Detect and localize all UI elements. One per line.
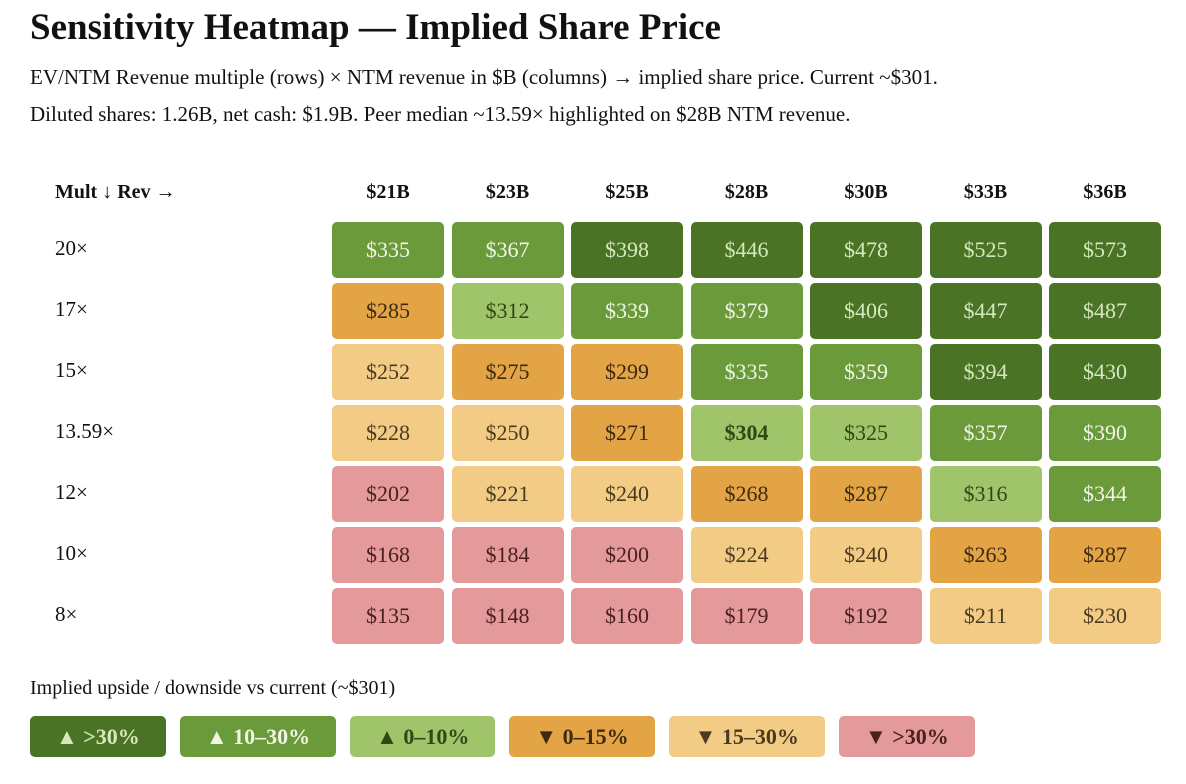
row-header: 13.59×	[55, 419, 115, 443]
heatmap-cell: $357	[929, 405, 1042, 461]
heatmap-cell: $271	[571, 405, 683, 461]
column-header: $25B	[605, 181, 649, 203]
title: Sensitivity Heatmap — Implied Share Pric…	[30, 7, 721, 48]
subtitle-line: EV/NTM Revenue multiple (rows) × NTM rev…	[30, 65, 938, 89]
legend-chip: ▲ 0–10%	[350, 716, 496, 757]
heatmap-cell: $179	[690, 588, 803, 644]
heatmap-cell: $430	[1049, 344, 1161, 400]
heatmap-cell: $240	[810, 527, 922, 583]
legend-chip: ▼ 15–30%	[668, 716, 825, 757]
heatmap-cell: $168	[332, 527, 444, 583]
heatmap-cell: $325	[810, 405, 922, 461]
column-header: $30B	[844, 181, 888, 203]
legend-chip: ▼ >30%	[838, 716, 975, 757]
heatmap-cell: $240	[571, 466, 683, 522]
heatmap-cell: $160	[571, 588, 683, 644]
legend-chip: ▲ 10–30%	[179, 716, 337, 757]
heatmap-cell: $211	[929, 588, 1042, 644]
heatmap-cell: $230	[1049, 588, 1161, 644]
column-header: $23B	[485, 181, 530, 203]
heatmap-cell: $367	[451, 222, 564, 278]
column-header: $33B	[963, 181, 1008, 203]
heatmap-cell: $250	[451, 405, 564, 461]
heatmap-cell: $316	[929, 466, 1042, 522]
heatmap-cell: $304	[690, 405, 803, 461]
heatmap-cell: $398	[571, 222, 683, 278]
row-header: 8×	[55, 602, 78, 626]
heatmap-cell: $379	[690, 283, 803, 339]
heatmap-cell: $335	[690, 344, 803, 400]
heatmap-cell: $390	[1049, 405, 1161, 461]
heatmap-cell: $406	[810, 283, 922, 339]
row-header: 20×	[55, 236, 88, 260]
heatmap-cell: $573	[1049, 222, 1161, 278]
row-header: 17×	[55, 297, 88, 321]
heatmap-cell: $252	[332, 344, 444, 400]
row-header: 10×	[55, 541, 88, 565]
heatmap-cell: $200	[571, 527, 683, 583]
corner-header: Mult ↓ Rev →	[55, 181, 176, 203]
heatmap-cell: $312	[451, 283, 564, 339]
heatmap-cell: $447	[929, 283, 1042, 339]
heatmap-cell: $224	[690, 527, 803, 583]
legend-chip: ▼ 0–15%	[509, 716, 655, 757]
heatmap-cell: $287	[810, 466, 922, 522]
subtitle-line: Diluted shares: 1.26B, net cash: $1.9B. …	[30, 102, 851, 126]
heatmap-cell: $184	[451, 527, 564, 583]
row-header: 12×	[55, 480, 88, 504]
legend-chip: ▲ >30%	[30, 716, 166, 757]
heatmap-cell: $394	[929, 344, 1042, 400]
heatmap-cell: $135	[332, 588, 444, 644]
heatmap-cell: $221	[451, 466, 564, 522]
heatmap-cell: $192	[810, 588, 922, 644]
heatmap-cell: $285	[332, 283, 444, 339]
heatmap-cell: $525	[929, 222, 1042, 278]
heatmap-cell: $202	[332, 466, 444, 522]
heatmap-cell: $263	[929, 527, 1042, 583]
heatmap-cell: $335	[332, 222, 444, 278]
heatmap-cell: $268	[690, 466, 803, 522]
column-header: $28B	[724, 181, 769, 203]
column-header: $21B	[366, 181, 410, 203]
heatmap-cell: $275	[451, 344, 564, 400]
heatmap-cell: $446	[690, 222, 803, 278]
row-header: 15×	[55, 358, 88, 382]
heatmap-cell: $228	[332, 405, 444, 461]
heatmap-cell: $287	[1049, 527, 1161, 583]
heatmap-cell: $148	[451, 588, 564, 644]
legend-title: Implied upside / downside vs current (~$…	[30, 677, 396, 699]
heatmap-cell: $344	[1049, 466, 1161, 522]
heatmap-cell: $487	[1049, 283, 1161, 339]
heatmap-cell: $478	[810, 222, 922, 278]
heatmap-cell: $339	[571, 283, 683, 339]
column-header: $36B	[1083, 181, 1127, 203]
heatmap-cell: $359	[810, 344, 922, 400]
heatmap-cell: $299	[571, 344, 683, 400]
